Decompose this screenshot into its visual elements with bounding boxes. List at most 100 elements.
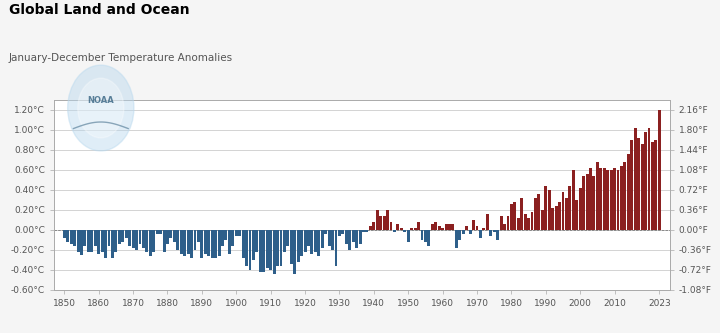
Bar bbox=[606, 170, 609, 230]
Bar bbox=[341, 230, 344, 234]
Bar bbox=[434, 222, 437, 230]
Bar bbox=[610, 170, 613, 230]
Text: NOAA: NOAA bbox=[87, 96, 114, 105]
Bar bbox=[630, 140, 633, 230]
Bar bbox=[125, 230, 127, 238]
Bar bbox=[599, 168, 602, 230]
Bar bbox=[324, 230, 327, 234]
Bar bbox=[558, 202, 561, 230]
Bar bbox=[486, 214, 489, 230]
Bar bbox=[634, 128, 636, 230]
Bar bbox=[228, 230, 231, 254]
Bar bbox=[279, 230, 282, 266]
Bar bbox=[307, 230, 310, 246]
Bar bbox=[531, 212, 534, 230]
Bar bbox=[376, 210, 379, 230]
Bar bbox=[132, 230, 135, 248]
Bar bbox=[506, 216, 510, 230]
Bar bbox=[314, 230, 317, 252]
Bar bbox=[562, 192, 564, 230]
Bar bbox=[593, 176, 595, 230]
Bar bbox=[283, 230, 286, 252]
Bar bbox=[149, 230, 152, 256]
Bar bbox=[231, 230, 234, 246]
Bar bbox=[572, 170, 575, 230]
Bar bbox=[479, 230, 482, 238]
Bar bbox=[63, 230, 66, 238]
Bar bbox=[145, 230, 148, 252]
Bar bbox=[492, 230, 495, 232]
Bar bbox=[166, 230, 169, 244]
Bar bbox=[428, 230, 431, 246]
Bar bbox=[397, 224, 400, 230]
Bar bbox=[66, 230, 69, 242]
Bar bbox=[235, 230, 238, 236]
Bar bbox=[76, 230, 79, 252]
Bar bbox=[537, 194, 541, 230]
Bar bbox=[122, 230, 125, 242]
Bar bbox=[383, 216, 386, 230]
Bar bbox=[169, 230, 172, 238]
Bar bbox=[424, 230, 427, 242]
Bar bbox=[417, 222, 420, 230]
Bar bbox=[359, 230, 361, 244]
Bar bbox=[651, 142, 654, 230]
Bar bbox=[510, 204, 513, 230]
Bar bbox=[142, 230, 145, 248]
Bar bbox=[262, 230, 265, 272]
Bar bbox=[242, 230, 245, 258]
Bar bbox=[534, 198, 537, 230]
Bar bbox=[238, 230, 241, 236]
Bar bbox=[176, 230, 179, 250]
Bar bbox=[190, 230, 193, 258]
Bar bbox=[379, 216, 382, 230]
Bar bbox=[541, 210, 544, 230]
Bar bbox=[393, 230, 396, 232]
Bar bbox=[654, 140, 657, 230]
Text: January-December Temperature Anomalies: January-December Temperature Anomalies bbox=[9, 53, 233, 63]
Bar bbox=[362, 230, 365, 232]
Bar bbox=[297, 230, 300, 262]
Bar bbox=[186, 230, 189, 254]
Bar bbox=[114, 230, 117, 252]
Bar bbox=[163, 230, 166, 252]
Bar bbox=[321, 230, 324, 248]
Bar bbox=[345, 230, 348, 244]
Bar bbox=[293, 230, 296, 274]
Bar bbox=[644, 132, 647, 230]
Bar bbox=[472, 220, 475, 230]
Bar bbox=[482, 228, 485, 230]
Bar bbox=[513, 202, 516, 230]
Bar bbox=[87, 230, 90, 252]
Bar bbox=[503, 224, 506, 230]
Bar bbox=[431, 224, 433, 230]
Bar bbox=[352, 230, 355, 242]
Bar bbox=[369, 226, 372, 230]
Bar bbox=[318, 230, 320, 256]
Circle shape bbox=[78, 78, 124, 138]
Bar bbox=[658, 110, 661, 230]
Bar bbox=[637, 138, 640, 230]
Bar bbox=[204, 230, 207, 254]
Bar bbox=[552, 208, 554, 230]
Bar bbox=[444, 224, 448, 230]
Bar bbox=[603, 168, 606, 230]
Bar bbox=[211, 230, 214, 258]
Bar bbox=[414, 228, 417, 230]
Bar bbox=[217, 230, 220, 256]
Bar bbox=[152, 230, 156, 252]
Bar bbox=[111, 230, 114, 258]
Bar bbox=[118, 230, 121, 244]
Bar bbox=[475, 226, 479, 230]
Bar bbox=[548, 190, 551, 230]
Bar bbox=[94, 230, 96, 246]
Bar bbox=[300, 230, 303, 256]
Bar bbox=[544, 186, 547, 230]
Bar bbox=[84, 230, 86, 246]
Bar bbox=[266, 230, 269, 268]
Bar bbox=[304, 230, 307, 252]
Bar bbox=[173, 230, 176, 242]
Bar bbox=[568, 186, 572, 230]
Bar bbox=[366, 230, 369, 232]
Bar bbox=[214, 230, 217, 258]
